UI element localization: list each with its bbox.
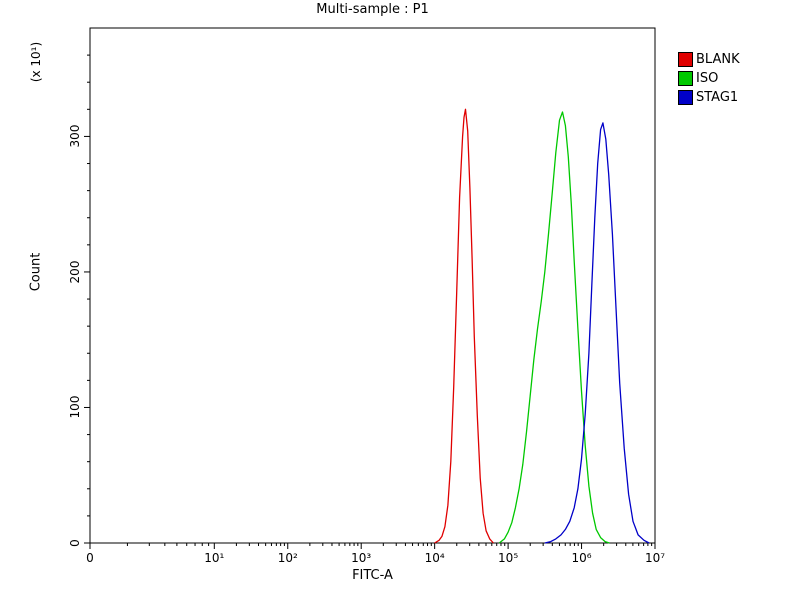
series-curve-stag1 (544, 122, 650, 544)
legend-item-stag1: STAG1 (678, 90, 740, 105)
series-curve-iso (498, 111, 610, 544)
legend-swatch-icon (678, 52, 693, 67)
legend-item-iso: ISO (678, 71, 740, 86)
legend: BLANK ISO STAG1 (678, 52, 740, 109)
chart-title: Multi-sample : P1 (316, 2, 429, 17)
legend-swatch-icon (678, 90, 693, 105)
legend-item-blank: BLANK (678, 52, 740, 67)
legend-label: BLANK (696, 52, 740, 67)
legend-label: STAG1 (696, 90, 739, 105)
x-axis-label: FITC-A (352, 568, 393, 583)
legend-swatch-icon (678, 71, 693, 86)
series-curve-blank (434, 108, 494, 544)
legend-label: ISO (696, 71, 719, 86)
